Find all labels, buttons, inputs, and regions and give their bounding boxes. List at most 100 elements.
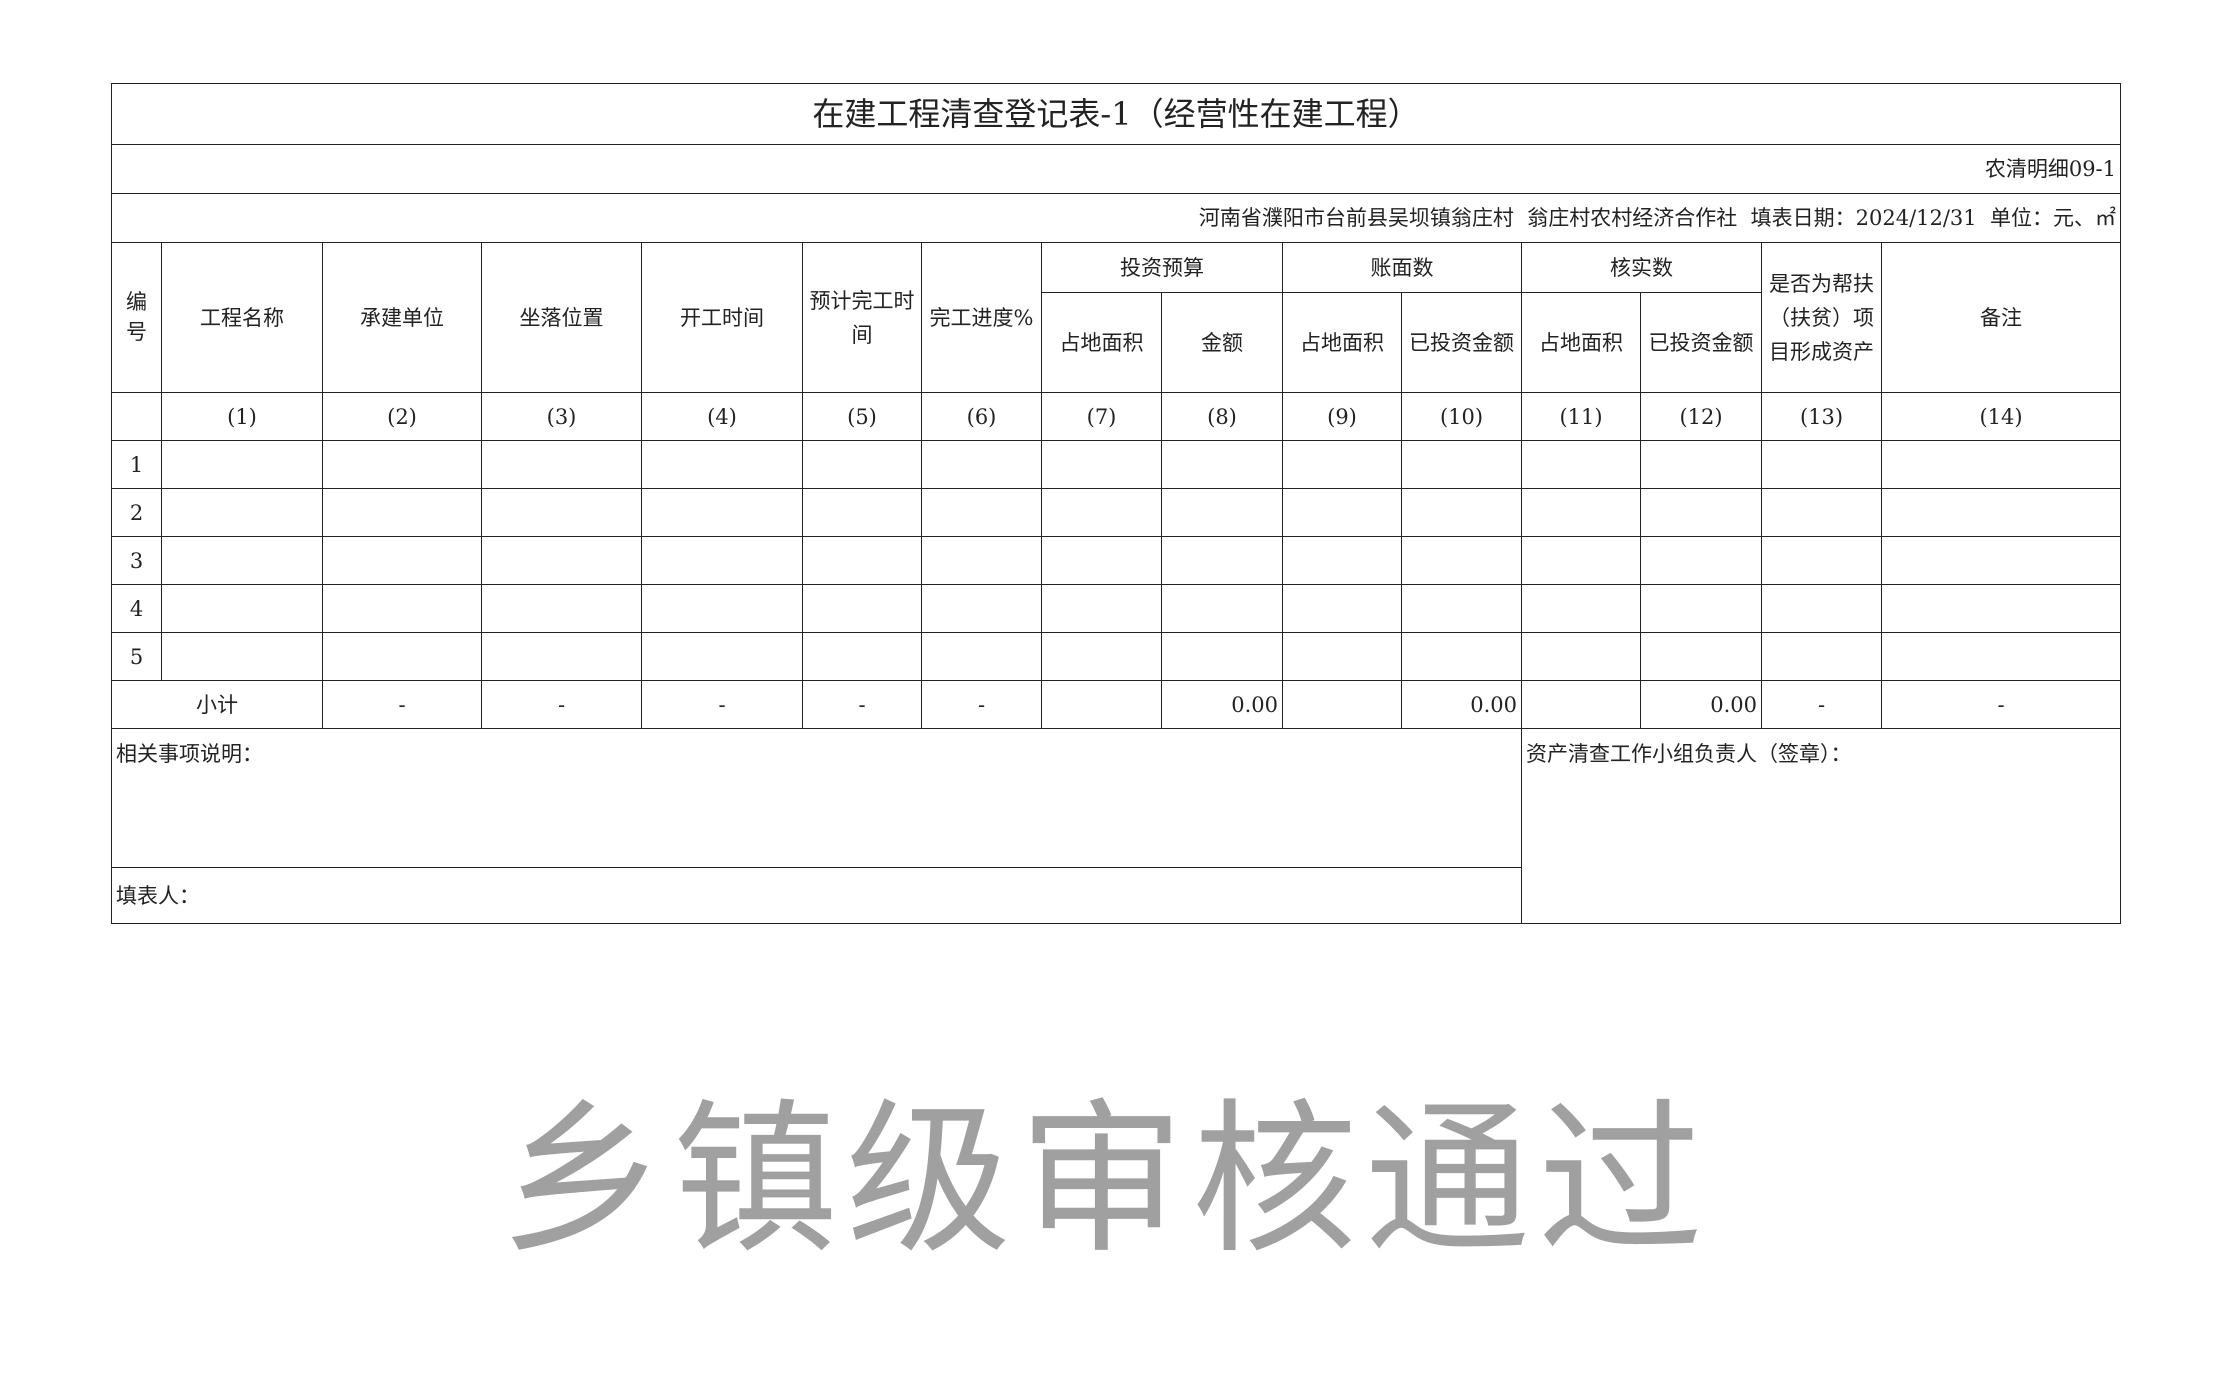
table-cell[interactable] — [1521, 440, 1641, 489]
column-number: (6) — [921, 392, 1042, 441]
table-cell[interactable] — [1282, 488, 1402, 537]
table-cell[interactable] — [1041, 536, 1162, 585]
table-cell[interactable] — [1401, 440, 1522, 489]
column-number: (9) — [1282, 392, 1402, 441]
header-verified-area: 占地面积 — [1521, 292, 1641, 393]
table-cell[interactable] — [1521, 584, 1641, 633]
table-cell[interactable] — [161, 536, 323, 585]
table-cell[interactable] — [1282, 632, 1402, 681]
table-cell[interactable] — [641, 488, 803, 537]
table-cell[interactable] — [1401, 488, 1522, 537]
table-cell[interactable] — [802, 488, 922, 537]
column-number: (8) — [1161, 392, 1283, 441]
table-cell[interactable] — [1282, 536, 1402, 585]
cell — [111, 392, 162, 441]
table-cell[interactable] — [1161, 440, 1283, 489]
header-progress: 完工进度% — [921, 242, 1042, 393]
subtotal-cell: - — [322, 680, 482, 729]
table-cell[interactable] — [921, 488, 1042, 537]
table-cell[interactable] — [1401, 584, 1522, 633]
table-cell[interactable] — [1041, 584, 1162, 633]
form-code: 农清明细09-1 — [110, 144, 2122, 194]
table-cell[interactable] — [1041, 440, 1162, 489]
table-cell[interactable] — [161, 440, 323, 489]
header-remarks: 备注 — [1880, 242, 2122, 393]
table-cell[interactable] — [1282, 440, 1402, 489]
table-cell[interactable] — [322, 488, 482, 537]
table-cell[interactable] — [641, 440, 803, 489]
row-number: 2 — [111, 488, 162, 537]
table-cell[interactable] — [1521, 536, 1641, 585]
table-cell[interactable] — [1880, 584, 2122, 633]
table-cell[interactable] — [641, 632, 803, 681]
column-number: (11) — [1521, 392, 1641, 441]
table-cell[interactable] — [1640, 440, 1762, 489]
table-cell[interactable] — [1640, 536, 1762, 585]
table-cell[interactable] — [1282, 584, 1402, 633]
table-cell[interactable] — [481, 632, 642, 681]
signature-field[interactable]: 资产清查工作小组负责人（签章）： — [1520, 728, 2122, 924]
subtotal-cell — [1041, 680, 1162, 729]
table-cell[interactable] — [921, 584, 1042, 633]
header-budget-area: 占地面积 — [1041, 292, 1162, 393]
table-cell[interactable] — [1761, 488, 1882, 537]
table-cell[interactable] — [921, 440, 1042, 489]
table-cell[interactable] — [322, 536, 482, 585]
row-number: 4 — [111, 584, 162, 633]
table-cell[interactable] — [161, 488, 323, 537]
table-cell[interactable] — [1761, 584, 1882, 633]
column-number: (1) — [161, 392, 323, 441]
table-cell[interactable] — [802, 632, 922, 681]
table-cell[interactable] — [1880, 440, 2122, 489]
column-number: (2) — [322, 392, 482, 441]
table-cell[interactable] — [481, 440, 642, 489]
table-cell[interactable] — [481, 488, 642, 537]
table-cell[interactable] — [481, 536, 642, 585]
preparer-field[interactable]: 填表人： — [111, 867, 1522, 924]
table-cell[interactable] — [1161, 536, 1283, 585]
table-cell[interactable] — [1640, 584, 1762, 633]
header-budget-amount: 金额 — [1161, 292, 1283, 393]
table-cell[interactable] — [1761, 536, 1882, 585]
table-cell[interactable] — [1761, 440, 1882, 489]
column-number: (10) — [1401, 392, 1522, 441]
table-cell[interactable] — [1401, 632, 1522, 681]
table-cell[interactable] — [161, 584, 323, 633]
table-cell[interactable] — [921, 536, 1042, 585]
table-cell[interactable] — [1161, 632, 1283, 681]
table-cell[interactable] — [802, 440, 922, 489]
table-cell[interactable] — [1521, 488, 1641, 537]
row-number: 1 — [111, 440, 162, 489]
table-cell[interactable] — [1041, 488, 1162, 537]
table-cell[interactable] — [1161, 584, 1283, 633]
table-cell[interactable] — [161, 632, 323, 681]
table-row: 1 — [111, 440, 2122, 489]
table-cell[interactable] — [802, 584, 922, 633]
table-cell[interactable] — [641, 536, 803, 585]
table-cell[interactable] — [641, 584, 803, 633]
table-cell[interactable] — [481, 584, 642, 633]
table-cell[interactable] — [1640, 488, 1762, 537]
subtotal-row: 小计 - - - - -0.00 0.00 0.00- - — [111, 680, 2122, 729]
table-cell[interactable] — [1880, 536, 2122, 585]
header-expected-end: 预计完工时间 — [802, 242, 922, 393]
column-number: (14) — [1880, 392, 2122, 441]
table-cell[interactable] — [1161, 488, 1283, 537]
table-cell[interactable] — [1761, 632, 1882, 681]
notes-field[interactable]: 相关事项说明： — [111, 728, 1522, 868]
table-cell[interactable] — [1401, 536, 1522, 585]
row-number: 3 — [111, 536, 162, 585]
table-cell[interactable] — [1880, 632, 2122, 681]
table-cell[interactable] — [802, 536, 922, 585]
header-book-area: 占地面积 — [1282, 292, 1402, 393]
table-cell[interactable] — [322, 632, 482, 681]
table-cell[interactable] — [322, 440, 482, 489]
table-cell[interactable] — [1041, 632, 1162, 681]
header-poverty: 是否为帮扶（扶贫）项目形成资产 — [1761, 242, 1882, 393]
table-cell[interactable] — [1521, 632, 1641, 681]
table-cell[interactable] — [322, 584, 482, 633]
table-cell[interactable] — [1880, 488, 2122, 537]
header-name: 工程名称 — [161, 242, 323, 393]
table-cell[interactable] — [921, 632, 1042, 681]
table-cell[interactable] — [1640, 632, 1762, 681]
